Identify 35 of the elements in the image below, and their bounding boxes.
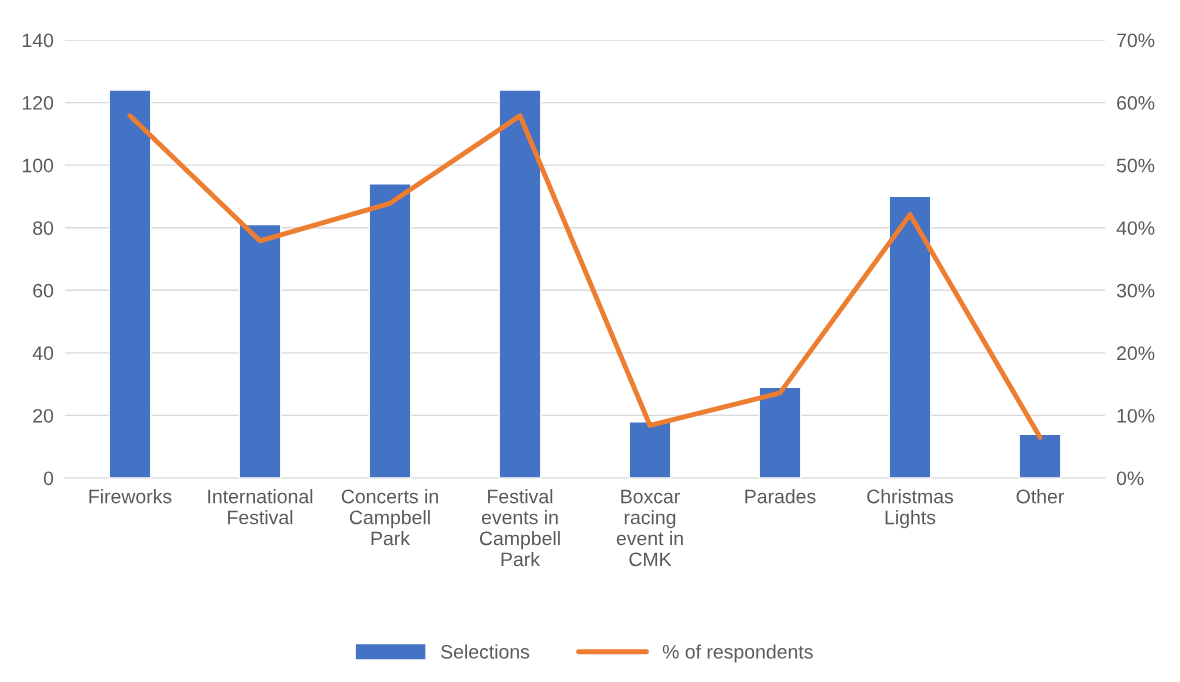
y2-tick-label: 10% xyxy=(1117,408,1155,423)
x-tick-label: Fireworks xyxy=(89,489,172,504)
bar xyxy=(238,223,282,478)
y-tick-label: 0 xyxy=(43,471,54,486)
legend-label: % of respondents xyxy=(662,644,813,663)
y-tick-label: 100 xyxy=(22,158,54,173)
bar xyxy=(758,386,802,478)
y-tick-label: 60 xyxy=(33,283,54,298)
y2-tick-label: 0% xyxy=(1116,471,1144,486)
y-tick-label: 40 xyxy=(32,346,54,361)
y2-tick-label: 70% xyxy=(1117,33,1155,48)
y2-tick-label: 40% xyxy=(1116,221,1155,235)
y2-tick-label: 50% xyxy=(1116,158,1155,173)
x-tick-label: Parades xyxy=(745,489,816,504)
bar xyxy=(628,420,672,478)
x-tick-label: International Festival xyxy=(208,489,313,525)
y-tick-label: 20 xyxy=(33,408,54,423)
x-tick-label: Festival events in Campbell Park xyxy=(479,489,560,567)
x-tick-label: Boxcar racing event in CMK xyxy=(616,489,683,567)
bar xyxy=(368,183,412,478)
bar xyxy=(498,89,542,478)
line-series xyxy=(127,113,1043,440)
x-tick-label: Other xyxy=(1016,489,1064,504)
x-tick-label: Christmas Lights xyxy=(867,489,954,529)
legend-label: Selections xyxy=(441,644,530,659)
x-tick-label: Concerts in Campbell Park xyxy=(341,489,438,546)
y-tick-label: 120 xyxy=(22,96,54,110)
y-tick-label: 80 xyxy=(33,221,54,235)
bar xyxy=(888,195,932,478)
y2-tick-label: 60% xyxy=(1117,96,1155,110)
y2-tick-label: 30% xyxy=(1116,283,1155,298)
y-tick-label: 140 xyxy=(22,33,54,48)
bar xyxy=(108,89,152,478)
bar xyxy=(1018,433,1062,478)
y2-tick-label: 20% xyxy=(1117,346,1155,361)
